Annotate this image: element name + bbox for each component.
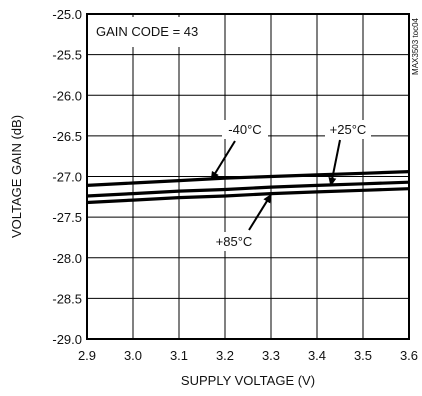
x-tick-label: 3.4 — [308, 348, 326, 363]
series-label-bg — [211, 232, 257, 251]
figure-id-watermark: MAX3503 toc04 — [411, 17, 420, 74]
y-tick-label: -26.5 — [52, 129, 82, 144]
x-tick-label: 3.6 — [400, 348, 418, 363]
series-label-arrow — [248, 193, 272, 231]
y-tick-label: -27.0 — [52, 170, 82, 185]
y-tick-label: -28.0 — [52, 251, 82, 266]
series-lines — [86, 170, 410, 205]
y-tick-label: -25.0 — [52, 7, 82, 22]
series-line — [86, 180, 410, 198]
x-tick-label: 3.5 — [354, 348, 372, 363]
y-tick-label: -26.0 — [52, 88, 82, 103]
series-label: +85°C — [216, 234, 253, 249]
x-tick-labels: 2.9 3.0 3.1 3.2 3.3 3.4 3.5 3.6 — [78, 348, 418, 363]
y-tick-label: -25.5 — [52, 48, 82, 63]
y-tick-label: -28.5 — [52, 291, 82, 306]
x-tick-label: 3.0 — [124, 348, 142, 363]
series-label-arrow — [210, 140, 236, 181]
y-axis-label: VOLTAGE GAIN (dB) — [9, 115, 24, 238]
x-tick-label: 3.3 — [262, 348, 280, 363]
x-tick-label: 3.2 — [216, 348, 234, 363]
plot-frame — [86, 13, 410, 340]
y-tick-label: -29.0 — [52, 332, 82, 347]
y-tick-label: -27.5 — [52, 210, 82, 225]
y-tick-labels: -25.0 -25.5 -26.0 -26.5 -27.0 -27.5 -28.0 -28.5… — [52, 7, 82, 347]
gain-code-box-bg — [90, 17, 208, 47]
gain-code-label: GAIN CODE = 43 — [96, 24, 198, 39]
series-label-arrow — [328, 139, 341, 187]
series-line — [86, 187, 410, 205]
x-tick-label: 2.9 — [78, 348, 96, 363]
x-axis-label: SUPPLY VOLTAGE (V) — [181, 373, 315, 388]
series-label-bg — [325, 120, 371, 139]
series-labels: -40°C +25°C +85°C — [210, 120, 371, 251]
series-label-bg — [222, 120, 268, 139]
x-tick-label: 3.1 — [170, 348, 188, 363]
series-line — [86, 170, 410, 187]
series-label: +25°C — [330, 122, 367, 137]
series-label: -40°C — [228, 122, 261, 137]
